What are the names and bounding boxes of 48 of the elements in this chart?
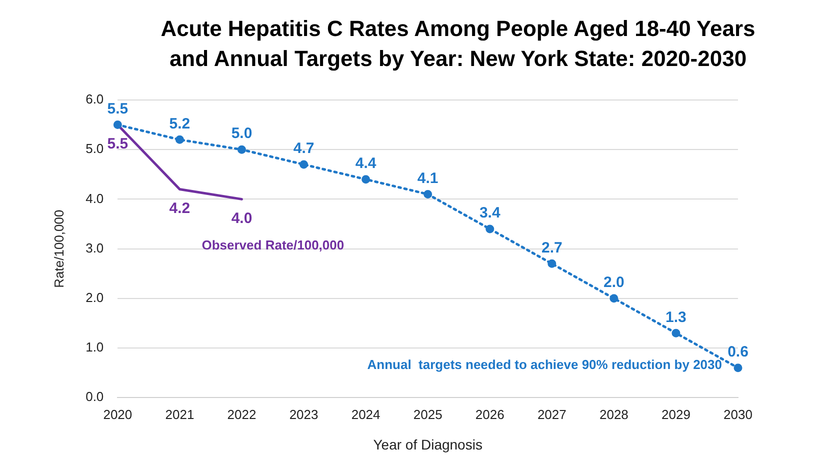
data-label: 5.5 (107, 100, 128, 118)
x-tick-label: 2021 (165, 406, 194, 422)
x-tick-label: 2028 (599, 406, 628, 422)
y-tick-label: 3.0 (86, 240, 104, 256)
x-tick-label: 2023 (289, 406, 318, 422)
x-tick-label: 2026 (475, 406, 504, 422)
point (610, 294, 618, 303)
data-label: 5.0 (231, 125, 252, 142)
x-tick-label: 2030 (724, 406, 752, 422)
data-label: 4.4 (355, 155, 377, 172)
x-tick-label: 2020 (103, 406, 132, 422)
x-tick-label: 2022 (227, 406, 256, 422)
chart-title: Acute Hepatitis C Rates Among People Aged 18-40 Years and Annual Targets by Year: New York State: 2020-2030 (160, 15, 756, 73)
point (362, 175, 370, 184)
y-axis-title: Rate/100,000 (51, 210, 66, 288)
point (300, 160, 308, 169)
data-label: 5.2 (169, 115, 190, 132)
data-label: 4.2 (169, 200, 190, 217)
y-tick-label: 4.0 (86, 190, 104, 206)
y-tick-label: 6.0 (86, 92, 104, 107)
point (175, 135, 184, 144)
data-label: 4.7 (293, 140, 314, 158)
y-tick-label: 2.0 (86, 290, 104, 305)
data-label: 4.1 (417, 170, 438, 187)
x-tick-label: 2024 (351, 406, 380, 422)
x-axis-title: Year of Diagnosis (373, 436, 482, 452)
data-label: 4.0 (231, 210, 252, 227)
data-label: 2.0 (604, 274, 624, 292)
data-label: 3.4 (479, 204, 501, 222)
point (672, 328, 680, 338)
point (424, 190, 432, 198)
data-label: 2.7 (541, 239, 562, 256)
y-tick-label: 5.0 (86, 141, 104, 156)
data-label: 5.5 (107, 135, 128, 152)
point (237, 145, 246, 154)
y-tick-label: 1.0 (86, 340, 104, 355)
x-tick-label: 2027 (537, 406, 566, 422)
point (734, 364, 742, 372)
point (548, 259, 556, 268)
data-label: 0.6 (728, 343, 748, 360)
series-label: Annual targets needed to achieve 90% reduction by 2030 (367, 356, 722, 372)
text: Observed Rate/100,000 (202, 237, 344, 252)
point (113, 120, 122, 130)
y-tick-label: 0.0 (86, 389, 104, 404)
data-label: 1.3 (666, 308, 686, 326)
point (486, 224, 494, 234)
x-tick-label: 2029 (662, 406, 690, 422)
x-tick-label: 2025 (413, 406, 442, 422)
